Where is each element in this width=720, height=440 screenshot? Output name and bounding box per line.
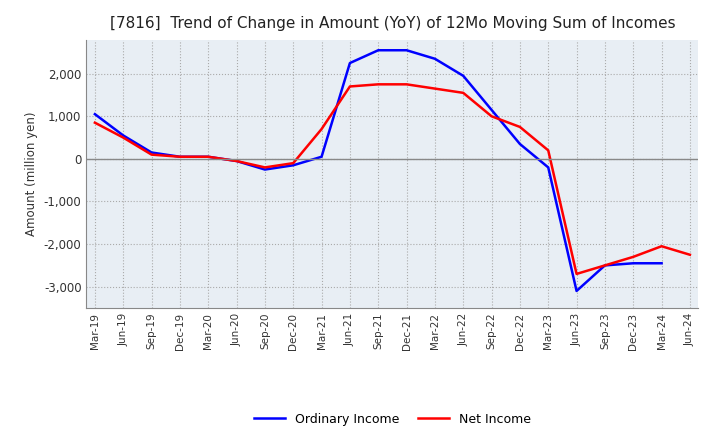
Ordinary Income (91, 111, 99, 117)
Ordinary Income (119, 133, 127, 138)
Ordinary Income (233, 158, 241, 164)
Ordinary Income (572, 288, 581, 293)
Net Income (572, 271, 581, 277)
Net Income (431, 86, 439, 91)
Ordinary Income (148, 150, 156, 155)
Ordinary Income (318, 154, 326, 159)
Ordinary Income (544, 165, 552, 170)
Ordinary Income (516, 141, 524, 147)
Net Income (261, 165, 269, 170)
Ordinary Income (346, 60, 354, 66)
Net Income (374, 82, 382, 87)
Title: [7816]  Trend of Change in Amount (YoY) of 12Mo Moving Sum of Incomes: [7816] Trend of Change in Amount (YoY) o… (109, 16, 675, 32)
Ordinary Income (459, 73, 467, 78)
Line: Ordinary Income: Ordinary Income (95, 50, 662, 291)
Ordinary Income (374, 48, 382, 53)
Net Income (544, 148, 552, 153)
Legend: Ordinary Income, Net Income: Ordinary Income, Net Income (248, 407, 536, 431)
Net Income (402, 82, 411, 87)
Net Income (516, 124, 524, 129)
Ordinary Income (402, 48, 411, 53)
Net Income (600, 263, 609, 268)
Ordinary Income (487, 107, 496, 113)
Y-axis label: Amount (million yen): Amount (million yen) (25, 112, 38, 236)
Net Income (148, 152, 156, 157)
Line: Net Income: Net Income (95, 84, 690, 274)
Ordinary Income (629, 260, 637, 266)
Net Income (289, 161, 297, 166)
Ordinary Income (204, 154, 212, 159)
Net Income (204, 154, 212, 159)
Net Income (318, 126, 326, 132)
Ordinary Income (176, 154, 184, 159)
Ordinary Income (600, 263, 609, 268)
Net Income (119, 135, 127, 140)
Net Income (487, 114, 496, 119)
Ordinary Income (657, 260, 666, 266)
Net Income (91, 120, 99, 125)
Net Income (176, 154, 184, 159)
Net Income (629, 254, 637, 260)
Ordinary Income (261, 167, 269, 172)
Ordinary Income (289, 163, 297, 168)
Net Income (657, 244, 666, 249)
Net Income (233, 158, 241, 164)
Net Income (459, 90, 467, 95)
Net Income (346, 84, 354, 89)
Ordinary Income (431, 56, 439, 62)
Net Income (685, 252, 694, 257)
